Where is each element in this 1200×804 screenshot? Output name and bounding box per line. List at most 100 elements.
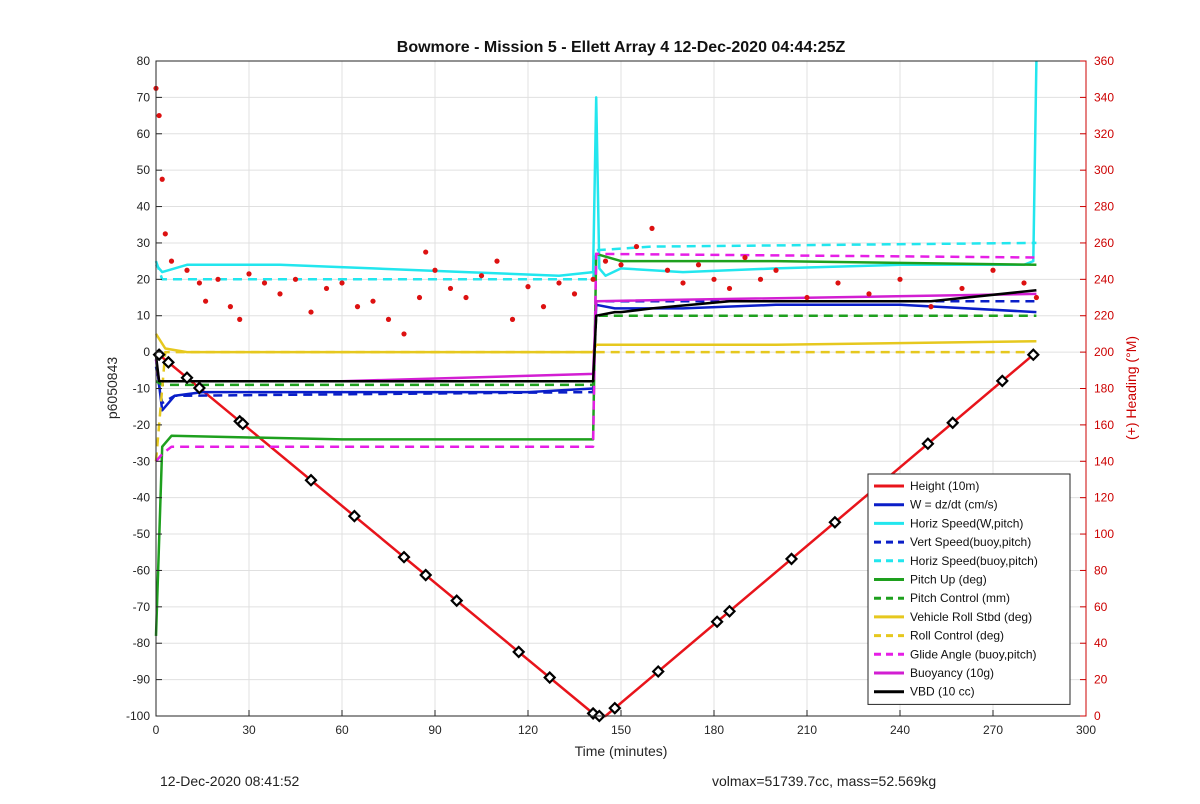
legend-label: Roll Control (deg) — [910, 629, 1004, 643]
heading-point — [618, 262, 624, 268]
y2-tick-label: 160 — [1094, 418, 1114, 432]
y-tick-label: -100 — [126, 709, 150, 723]
heading-point — [990, 267, 996, 273]
heading-point — [159, 176, 165, 182]
series-line-pitch-control-mm — [155, 314, 1037, 387]
waypoint-marker — [304, 473, 318, 487]
heading-point — [695, 262, 702, 268]
chart-title: Bowmore - Mission 5 - Ellett Array 4 12-… — [397, 39, 846, 56]
heading-point — [261, 280, 268, 286]
y2-tick-label: 240 — [1094, 272, 1114, 286]
series-line-pitch-up-deg — [154, 252, 1037, 636]
heading-point — [494, 258, 500, 264]
heading-point — [370, 298, 376, 304]
x-tick-label: 90 — [428, 723, 442, 737]
legend-label: Buoyancy (10g) — [910, 666, 994, 680]
heading-point — [664, 267, 671, 273]
waypoint-marker — [450, 594, 464, 608]
x-tick-label: 120 — [518, 723, 538, 737]
waypoint-marker — [995, 374, 1009, 388]
waypoint-marker — [512, 645, 526, 659]
legend-label: Vert Speed(buoy,pitch) — [910, 535, 1031, 549]
y2-tick-label: 220 — [1094, 309, 1114, 323]
heading-point — [1021, 280, 1027, 286]
heading-point — [928, 304, 934, 310]
legend-label: Pitch Control (mm) — [910, 591, 1010, 605]
heading-point — [509, 316, 516, 322]
heading-point — [1033, 294, 1039, 301]
heading-point — [156, 112, 162, 119]
y-tick-label: -30 — [133, 454, 151, 468]
y-tick-label: -40 — [133, 491, 151, 505]
heading-point — [447, 285, 454, 292]
y-tick-label: -10 — [133, 382, 151, 396]
x-tick-label: 300 — [1076, 723, 1096, 737]
y2-tick-label: 280 — [1094, 200, 1114, 214]
heading-point — [162, 231, 168, 237]
heading-point — [835, 280, 841, 286]
heading-point — [463, 294, 469, 301]
heading-point — [711, 276, 717, 282]
waypoint-marker — [722, 604, 737, 618]
y2-tick-label: 300 — [1094, 163, 1114, 177]
series-line-horiz-speed-buoy-pitch — [154, 241, 1037, 281]
y-tick-label: -90 — [133, 673, 151, 687]
legend-label: Horiz Speed(buoy,pitch) — [910, 554, 1038, 568]
y-tick-label: 30 — [137, 236, 151, 250]
heading-point — [525, 284, 531, 290]
y-tick-label: 80 — [137, 54, 151, 68]
heading-point — [203, 298, 209, 304]
y2-tick-label: 340 — [1094, 90, 1114, 104]
heading-point — [215, 276, 221, 282]
heading-scatter — [153, 85, 1039, 337]
y-tick-label: 70 — [137, 90, 151, 104]
heading-point — [308, 309, 314, 315]
right-axis-label: (+) Heading (°M) — [1123, 336, 1139, 440]
heading-point — [726, 285, 733, 292]
y2-tick-label: 180 — [1094, 382, 1114, 396]
waypoint-marker — [921, 437, 935, 451]
y-tick-label: 50 — [137, 163, 151, 177]
y-tick-label: -80 — [133, 636, 151, 650]
heading-point — [401, 331, 407, 337]
y2-tick-label: 260 — [1094, 236, 1114, 250]
y-tick-label: 20 — [137, 272, 151, 286]
y2-tick-label: 200 — [1094, 345, 1114, 359]
heading-point — [556, 280, 562, 286]
heading-point — [742, 254, 748, 261]
waypoint-marker — [1026, 348, 1040, 362]
axes: 0 30 60 90 120 150 180 210 240 270 300807060504030… — [126, 54, 1114, 737]
y-axis-label: p6050843 — [104, 357, 120, 420]
waypoint-marker — [828, 515, 842, 529]
x-tick-label: 210 — [797, 723, 817, 737]
y2-tick-label: 120 — [1094, 491, 1114, 505]
y2-tick-label: 80 — [1094, 563, 1108, 577]
footer-volmax-mass: volmax=51739.7cc, mass=52.569kg — [712, 773, 937, 789]
heading-point — [571, 291, 578, 297]
heading-point — [292, 276, 299, 282]
series-line-glide-angle-buoy-pitch — [155, 252, 1037, 463]
y-tick-label: -20 — [133, 418, 151, 432]
heading-point — [866, 291, 872, 297]
waypoint-marker — [161, 355, 175, 369]
legend-label: VBD (10 cc) — [910, 685, 975, 699]
legend-label: Pitch Up (deg) — [910, 573, 987, 587]
waypoint-marker — [180, 371, 194, 385]
heading-point — [416, 294, 423, 301]
x-tick-label: 0 — [153, 723, 160, 737]
y2-tick-label: 320 — [1094, 127, 1114, 141]
y2-tick-label: 140 — [1094, 454, 1114, 468]
x-tick-label: 270 — [983, 723, 1003, 737]
heading-point — [590, 276, 596, 282]
y-tick-label: 0 — [143, 345, 150, 359]
y2-tick-label: 100 — [1094, 527, 1114, 541]
heading-point — [323, 285, 330, 292]
heading-point — [168, 258, 175, 264]
heading-point — [540, 304, 547, 310]
heading-point — [757, 276, 764, 282]
series-line-horiz-speed-w-pitch — [155, 60, 1038, 277]
waypoint-marker — [347, 509, 361, 523]
series-line-vbd-10-cc — [154, 289, 1037, 383]
y-tick-label: -60 — [133, 563, 151, 577]
